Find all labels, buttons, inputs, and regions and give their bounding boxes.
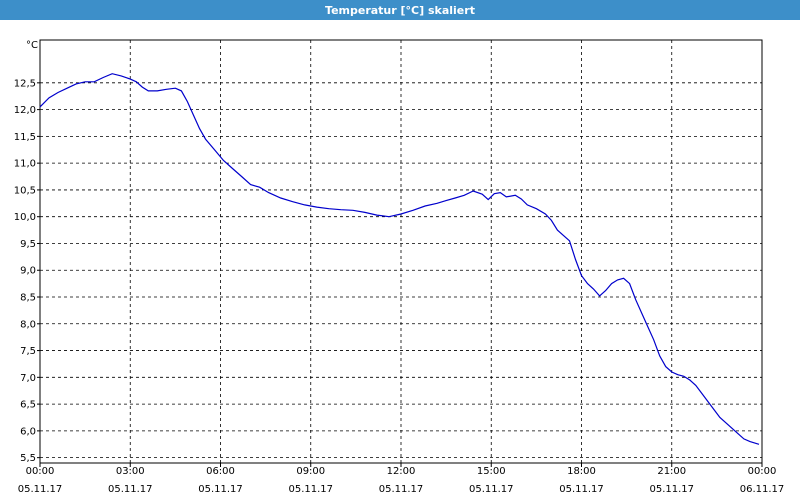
x-tick-time-label: 18:00 — [567, 466, 596, 477]
y-tick-label: 9,5 — [20, 239, 36, 250]
x-tick-date-label: 05.11.17 — [108, 484, 153, 495]
y-tick-label: 12,0 — [14, 105, 36, 116]
x-tick-time-label: 21:00 — [657, 466, 686, 477]
y-tick-label: 8,5 — [20, 293, 36, 304]
y-tick-label: 10,5 — [14, 185, 36, 196]
x-tick-date-label: 05.11.17 — [649, 484, 694, 495]
x-tick-time-label: 03:00 — [116, 466, 145, 477]
x-tick-date-label: 05.11.17 — [198, 484, 243, 495]
y-tick-label: 9,0 — [20, 266, 36, 277]
chart-title: Temperatur [°C] skaliert — [325, 3, 475, 17]
temperature-series-line — [39, 73, 760, 445]
y-tick-label: 11,0 — [14, 159, 36, 170]
x-axis-ticks: 00:00 05.11.17 03:00 05.11.17 06:00 05.11.17 0… — [18, 463, 785, 495]
y-tick-label: 8,0 — [20, 319, 36, 330]
x-tick-date-label: 05.11.17 — [559, 484, 604, 495]
y-tick-label: 11,5 — [14, 132, 36, 143]
x-tick-time-label: 00:00 — [748, 466, 777, 477]
x-tick-date-label: 05.11.17 — [469, 484, 514, 495]
y-tick-label: 5,5 — [20, 453, 36, 464]
x-tick-date-label: 05.11.17 — [379, 484, 424, 495]
x-tick-date-label: 06.11.17 — [740, 484, 785, 495]
x-tick-time-label: 09:00 — [296, 466, 325, 477]
y-tick-label: 12,5 — [14, 78, 36, 89]
x-tick-time-label: 00:00 — [26, 466, 55, 477]
y-tick-label: 10,0 — [14, 212, 36, 223]
x-tick-time-label: 15:00 — [477, 466, 506, 477]
x-tick-date-label: 05.11.17 — [18, 484, 63, 495]
chart-titlebar: Temperatur [°C] skaliert — [0, 0, 800, 20]
x-tick-time-label: 12:00 — [387, 466, 416, 477]
grid-lines — [40, 40, 762, 463]
y-tick-label: 6,5 — [20, 400, 36, 411]
x-tick-date-label: 05.11.17 — [288, 484, 333, 495]
y-tick-label: 7,5 — [20, 346, 36, 357]
line-chart: 5,5 6,0 6,5 7,0 7,5 8,0 8,5 9,0 9,5 10,0 10,5 11,0 1… — [14, 39, 785, 495]
chart-area: 5,5 6,0 6,5 7,0 7,5 8,0 8,5 9,0 9,5 10,0 10,5 11,0 1… — [0, 20, 800, 500]
y-tick-label: 7,0 — [20, 373, 36, 384]
y-axis-ticks: 5,5 6,0 6,5 7,0 7,5 8,0 8,5 9,0 9,5 10,0 10,5 11,0 1… — [14, 78, 40, 464]
y-axis-unit-label: °C — [26, 40, 38, 51]
x-tick-time-label: 06:00 — [206, 466, 235, 477]
y-tick-label: 6,0 — [20, 426, 36, 437]
